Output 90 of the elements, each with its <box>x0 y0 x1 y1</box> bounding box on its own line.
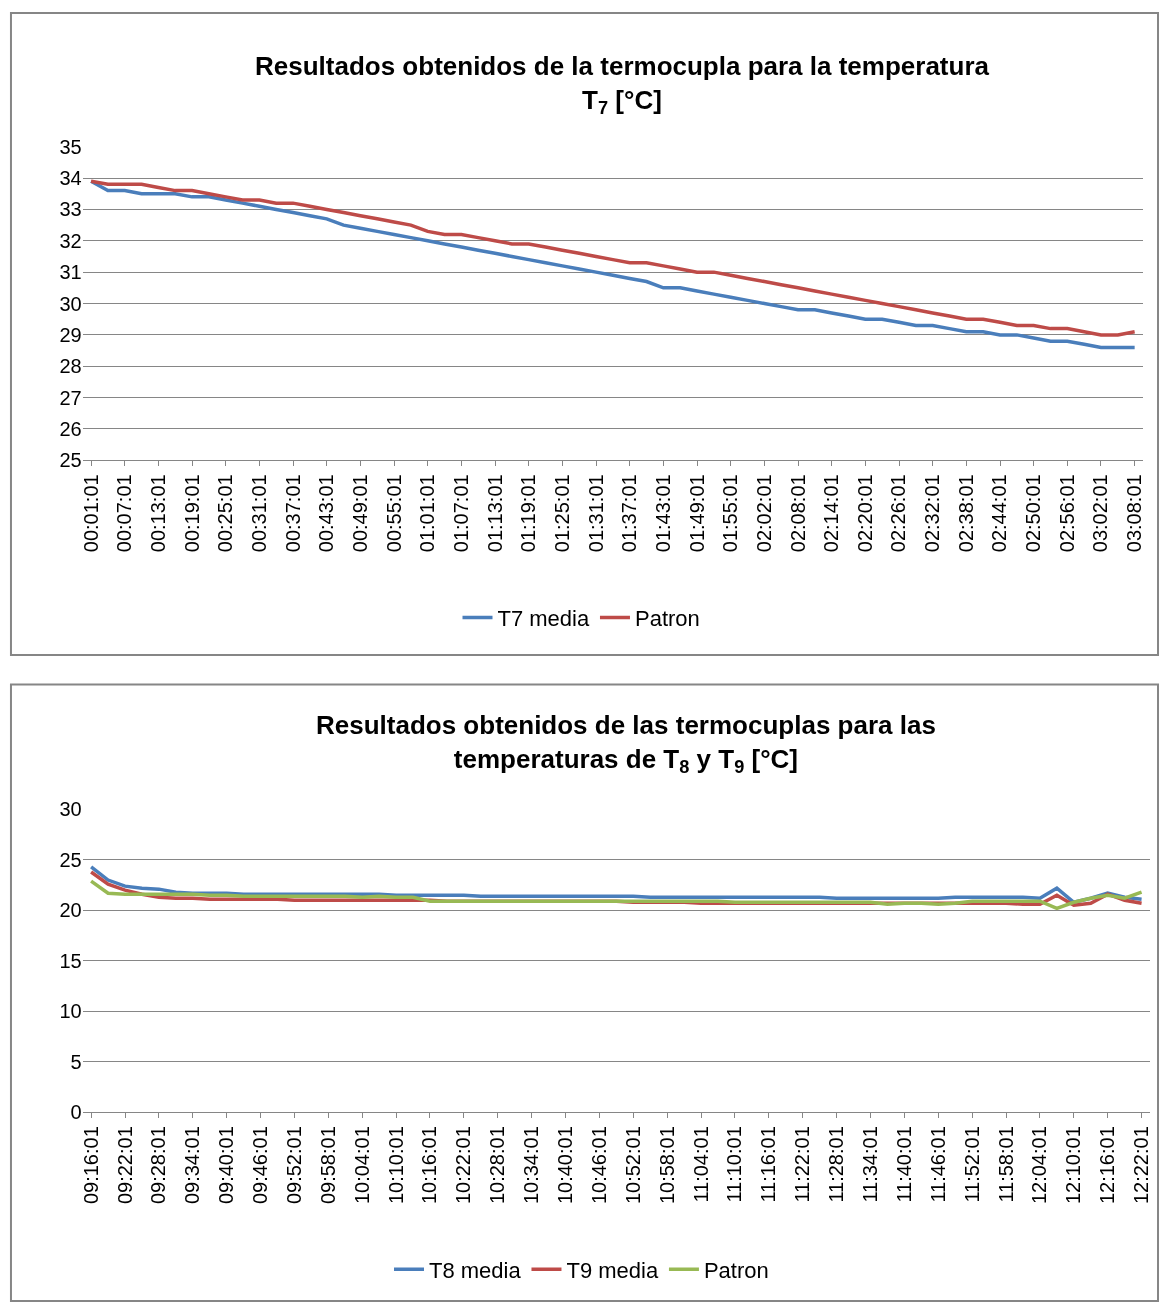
x-tick-label: 10:10:01 <box>384 1126 407 1205</box>
x-tick-label: 00:43:01 <box>315 474 338 553</box>
x-tick-label: 02:20:01 <box>853 474 876 553</box>
chart-title: Resultados obtenidos de las termocuplas para las temperaturas de T$_{8}$ y T$_{9}$ [°C] <box>316 710 936 778</box>
y-tick-label: 31 <box>59 261 82 284</box>
x-tick-label: 00:13:01 <box>146 474 169 553</box>
y-tick-label: 25 <box>59 449 82 472</box>
x-tick-label: 00:25:01 <box>214 474 237 553</box>
y-tick-label: 32 <box>59 229 82 252</box>
x-tick-label: 09:46:01 <box>249 1126 272 1205</box>
x-tick-label: 09:58:01 <box>316 1126 339 1205</box>
y-tick-label: 28 <box>59 355 82 378</box>
y-tick-label: 0 <box>70 1101 82 1124</box>
line-series <box>89 879 1144 911</box>
y-tick-label: 26 <box>59 417 82 440</box>
x-tick-label: 12:04:01 <box>1028 1126 1051 1205</box>
x-tick-label: 02:44:01 <box>988 474 1011 553</box>
x-tick-label: 01:01:01 <box>416 474 439 553</box>
y-tick-label: 27 <box>59 386 82 409</box>
x-tick-label: 00:01:01 <box>79 474 102 553</box>
legend-label: Patron <box>703 1257 769 1283</box>
y-tick-label: 35 <box>59 135 82 158</box>
chart-title: Resultados obtenidos de la termocupla para la temperatura T$_{7}$ [°C] <box>255 51 990 119</box>
x-tick-label: 00:07:01 <box>113 474 136 553</box>
x-tick-label: 02:08:01 <box>786 474 809 553</box>
x-tick-label: 01:43:01 <box>651 474 674 553</box>
x-tick-label: 10:46:01 <box>587 1126 610 1205</box>
x-tick-label: 01:07:01 <box>449 474 472 553</box>
y-tick-label: 15 <box>59 949 82 972</box>
y-tick-label: 34 <box>59 167 82 190</box>
x-tick-label: 11:10:01 <box>723 1126 746 1203</box>
y-tick-label: 30 <box>59 292 82 315</box>
legend-label: T9 media <box>566 1257 659 1283</box>
x-tick-label: 11:28:01 <box>825 1126 848 1203</box>
x-tick-label: 10:52:01 <box>621 1126 644 1205</box>
x-tick-label: 09:28:01 <box>147 1126 170 1205</box>
x-tick-label: 11:22:01 <box>791 1126 814 1203</box>
x-tick-label: 01:37:01 <box>618 474 641 553</box>
x-tick-label: 10:22:01 <box>452 1126 475 1205</box>
x-tick-label: 12:16:01 <box>1096 1126 1119 1205</box>
x-tick-label: 01:19:01 <box>517 474 540 553</box>
x-tick-label: 01:55:01 <box>719 474 742 553</box>
x-tick-label: 02:32:01 <box>921 474 944 553</box>
x-tick-label: 11:04:01 <box>689 1126 712 1203</box>
x-tick-label: 03:02:01 <box>1089 474 1112 553</box>
x-tick-label: 11:46:01 <box>926 1126 949 1203</box>
x-tick-label: 01:31:01 <box>584 474 607 553</box>
x-tick-label: 02:50:01 <box>1022 474 1045 553</box>
x-tick-label: 03:08:01 <box>1123 474 1146 553</box>
y-tick-label: 30 <box>59 798 82 821</box>
y-tick-label: 33 <box>59 198 82 221</box>
x-tick-label: 00:55:01 <box>382 474 405 553</box>
legend-label: T7 media <box>497 606 590 632</box>
x-tick-label: 09:52:01 <box>282 1126 305 1205</box>
x-tick-label: 02:56:01 <box>1055 474 1078 553</box>
x-tick-label: 02:14:01 <box>820 474 843 553</box>
x-tick-label: 09:16:01 <box>79 1126 102 1205</box>
x-tick-label: 10:40:01 <box>554 1126 577 1205</box>
y-tick-label: 25 <box>59 848 82 871</box>
x-tick-label: 02:02:01 <box>752 474 775 553</box>
x-tick-label: 00:31:01 <box>247 474 270 553</box>
x-tick-label: 01:25:01 <box>550 474 573 553</box>
x-tick-label: 09:22:01 <box>113 1126 136 1205</box>
y-tick-label: 20 <box>59 899 82 922</box>
x-tick-label: 11:40:01 <box>892 1126 915 1203</box>
x-tick-label: 12:22:01 <box>1130 1126 1153 1205</box>
y-tick-label: 10 <box>59 1000 82 1023</box>
x-tick-label: 12:10:01 <box>1062 1126 1085 1205</box>
y-tick-label: 5 <box>70 1050 82 1073</box>
x-tick-label: 11:34:01 <box>858 1126 881 1203</box>
x-tick-label: 09:40:01 <box>215 1126 238 1205</box>
x-tick-label: 10:58:01 <box>655 1126 678 1205</box>
x-tick-label: 02:26:01 <box>887 474 910 553</box>
y-tick-label: 29 <box>59 323 82 346</box>
x-tick-label: 11:52:01 <box>960 1126 983 1203</box>
x-tick-label: 10:34:01 <box>520 1126 543 1205</box>
x-tick-label: 01:13:01 <box>483 474 506 553</box>
x-tick-label: 10:28:01 <box>486 1126 509 1205</box>
legend-label: Patron <box>634 606 700 632</box>
x-tick-label: 10:04:01 <box>350 1126 373 1205</box>
x-tick-label: 11:16:01 <box>757 1126 780 1203</box>
x-tick-label: 00:49:01 <box>348 474 371 553</box>
x-tick-label: 00:37:01 <box>281 474 304 553</box>
legend-label: T8 media <box>429 1257 522 1283</box>
x-tick-label: 00:19:01 <box>180 474 203 553</box>
x-tick-label: 02:38:01 <box>954 474 977 553</box>
x-tick-label: 11:58:01 <box>994 1126 1017 1203</box>
x-tick-label: 10:16:01 <box>418 1126 441 1205</box>
x-tick-label: 09:34:01 <box>181 1126 204 1205</box>
x-tick-label: 01:49:01 <box>685 474 708 553</box>
